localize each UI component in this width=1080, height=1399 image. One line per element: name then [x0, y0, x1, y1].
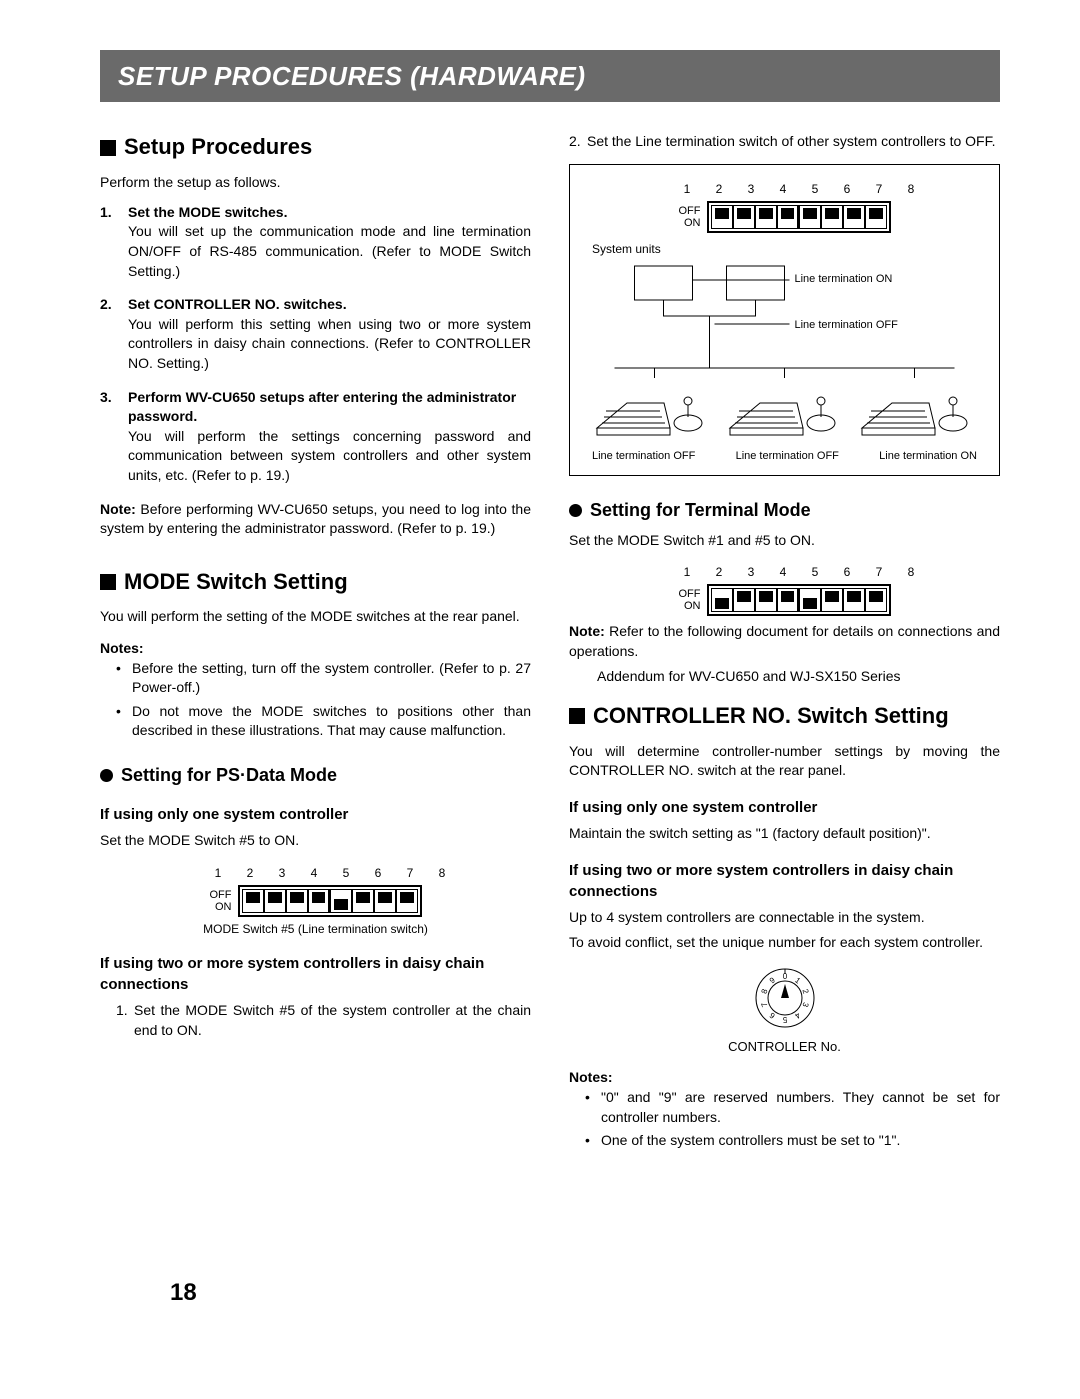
mode-intro: You will perform the setting of the MODE… [100, 607, 531, 627]
page-banner: SETUP PROCEDURES (HARDWARE) [100, 50, 1000, 102]
heading-text: Setup Procedures [124, 132, 312, 163]
dip-off-label: OFF [210, 889, 232, 901]
controller-device-icon [725, 383, 845, 443]
dip-numbers: 1 2 3 4 5 6 7 8 [100, 865, 531, 882]
line-on-label: Line termination ON [795, 273, 893, 285]
left-column: Setup Procedures Perform the setup as fo… [100, 132, 531, 1154]
ctrl-one-text: Maintain the switch setting as "1 (facto… [569, 824, 1000, 844]
step-body: You will set up the communication mode a… [128, 222, 531, 281]
dip-off-label: OFF [679, 205, 701, 217]
setup-steps-list: Set the MODE switches. You will set up t… [100, 203, 531, 486]
step-body: You will perform the settings concerning… [128, 427, 531, 486]
controller-device-icon [592, 383, 712, 443]
step-text: Set the Line termination switch of other… [587, 133, 996, 149]
controller-device-icon [857, 383, 977, 443]
dip-on-label: ON [210, 901, 232, 913]
two-controller-steps: 1. Set the MODE Switch #5 of the system … [116, 1001, 531, 1040]
rotary-switch-figure: 0123456789 CONTROLLER No. [569, 967, 1000, 1057]
note-body: Before performing WV-CU650 setups, you n… [100, 501, 531, 537]
line-off-label: Line termination OFF [795, 319, 899, 331]
terminal-note: Note: Refer to the following document fo… [569, 622, 1000, 661]
terminal-text: Set the MODE Switch #1 and #5 to ON. [569, 531, 1000, 551]
notes-heading: Notes: [100, 639, 531, 659]
list-item: Before the setting, turn off the system … [116, 659, 531, 698]
heading-two-controllers: If using two or more system controllers … [100, 953, 531, 995]
note-lead: Note: [569, 623, 605, 639]
list-item: "0" and "9" are reserved numbers. They c… [585, 1088, 1000, 1127]
step-title: Perform WV-CU650 setups after entering t… [128, 388, 531, 427]
dip-off-label: OFF [679, 588, 701, 600]
mode-notes-list: Before the setting, turn off the system … [116, 659, 531, 741]
heading-text: MODE Switch Setting [124, 567, 348, 598]
ctrl-two-p1: Up to 4 system controllers are connectab… [569, 908, 1000, 928]
one-controller-text: Set the MODE Switch #5 to ON. [100, 831, 531, 851]
step-title: Set CONTROLLER NO. switches. [128, 295, 531, 315]
heading-ctrl-one: If using only one system controller [569, 797, 1000, 818]
system-units-label: System units [592, 241, 977, 258]
dip-on-label: ON [679, 217, 701, 229]
step-number: 1. [116, 1001, 128, 1021]
page-number: 18 [170, 1276, 197, 1310]
intro-text: Perform the setup as follows. [100, 173, 531, 193]
ctrlno-intro: You will determine controller-number set… [569, 742, 1000, 781]
heading-text: Setting for Terminal Mode [590, 498, 811, 523]
heading-ctrl-two: If using two or more system controllers … [569, 860, 1000, 902]
heading-text: CONTROLLER NO. Switch Setting [593, 701, 949, 732]
heading-mode-switch: MODE Switch Setting [100, 567, 531, 598]
heading-one-controller: If using only one system controller [100, 804, 531, 825]
list-item: One of the system controllers must be se… [585, 1131, 1000, 1151]
svg-text:5: 5 [782, 1015, 787, 1024]
device-caption: Line termination OFF [736, 449, 839, 464]
heading-psdata: Setting for PS·Data Mode [100, 763, 531, 788]
terminal-note-sub: Addendum for WV-CU650 and WJ-SX150 Serie… [597, 667, 1000, 687]
dip-numbers: 1 2 3 4 5 6 7 8 [569, 564, 1000, 581]
continued-steps: 2. Set the Line termination switch of ot… [569, 132, 1000, 152]
notes-heading: Notes: [569, 1068, 1000, 1088]
list-item: Do not move the MODE switches to positio… [116, 702, 531, 741]
heading-terminal-mode: Setting for Terminal Mode [569, 498, 1000, 523]
step-body: You will perform this setting when using… [128, 315, 531, 374]
step-text: Set the MODE Switch #5 of the system con… [134, 1002, 531, 1038]
right-column: 2. Set the Line termination switch of ot… [569, 132, 1000, 1154]
daisy-chain-figure: 1 2 3 4 5 6 7 8 OFF ON System units [569, 164, 1000, 476]
dip-switch-figure-2: 1 2 3 4 5 6 7 8 OFF ON [569, 564, 1000, 616]
ctrl-notes-list: "0" and "9" are reserved numbers. They c… [585, 1088, 1000, 1151]
step-title: Set the MODE switches. [128, 203, 531, 223]
heading-text: Setting for PS·Data Mode [121, 763, 337, 788]
heading-setup-procedures: Setup Procedures [100, 132, 531, 163]
step-number: 2. [569, 132, 581, 152]
note-body: Refer to the following document for deta… [569, 623, 1000, 659]
note-lead: Note: [100, 501, 136, 517]
dip-on-label: ON [679, 600, 701, 612]
dip-switch-figure-1: 1 2 3 4 5 6 7 8 OFF ON MODE Switch #5 (L… [100, 865, 531, 938]
dip-caption: MODE Switch #5 (Line termination switch) [100, 921, 531, 938]
connection-diagram: Line termination ON Line termination OFF [592, 258, 977, 378]
heading-controller-no: CONTROLLER NO. Switch Setting [569, 701, 1000, 732]
ctrl-two-p2: To avoid conflict, set the unique number… [569, 933, 1000, 953]
note-setup: Note: Before performing WV-CU650 setups,… [100, 500, 531, 539]
device-caption: Line termination OFF [592, 449, 695, 464]
dip-numbers: 1 2 3 4 5 6 7 8 [592, 181, 977, 198]
rotary-label: CONTROLLER No. [569, 1038, 1000, 1056]
device-caption: Line termination ON [879, 449, 977, 464]
